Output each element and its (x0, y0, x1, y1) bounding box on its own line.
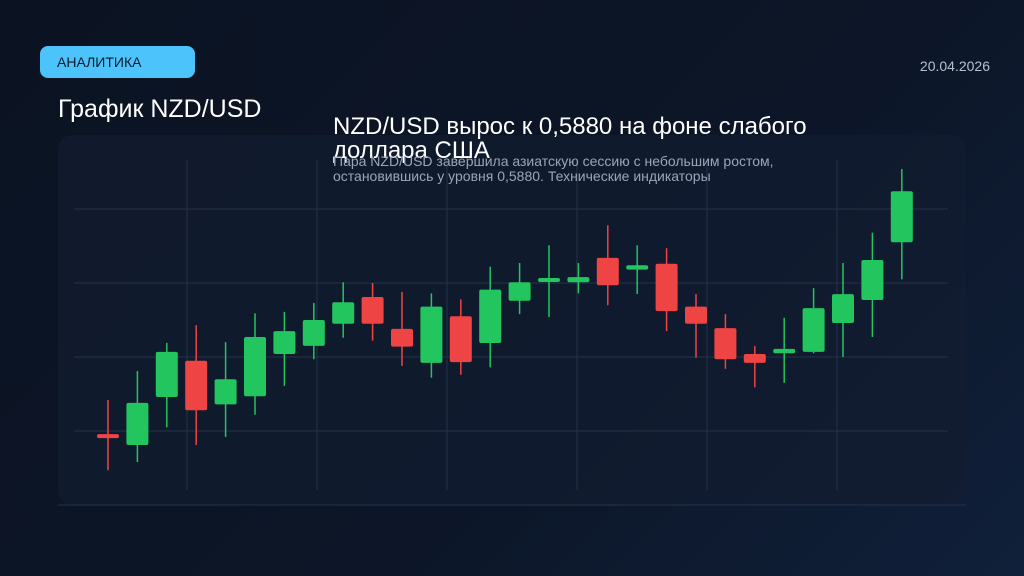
candle-body (126, 402, 149, 446)
candle-body (890, 191, 913, 243)
candle-body (302, 320, 325, 346)
candle-body (332, 302, 355, 324)
category-badge: АНАЛИТИКА (40, 46, 195, 78)
candle-body (655, 263, 678, 312)
candle-body (244, 337, 266, 397)
candle-body (214, 379, 237, 405)
candle-body (743, 354, 766, 363)
candle-body (449, 316, 472, 363)
date: 20.04.2026 (919, 58, 990, 74)
candle-body (626, 265, 649, 270)
candle-body (714, 328, 737, 360)
candle-body (185, 360, 208, 411)
candle-body (97, 434, 119, 439)
candle-body (273, 331, 296, 355)
vertical-grid (186, 160, 838, 490)
page-title: График NZD/USD (58, 95, 262, 123)
candle-body (420, 306, 443, 363)
candle-body (479, 289, 502, 343)
candle-body (596, 257, 619, 286)
candle-body (567, 277, 590, 283)
candle-body (773, 348, 796, 354)
candle-body (155, 351, 178, 397)
chart-panel (58, 135, 966, 505)
candle-body (685, 306, 707, 324)
description: Пара NZD/USD завершила азиатскую сессию … (333, 153, 774, 184)
candle-body (538, 278, 560, 283)
candle-body (832, 294, 854, 323)
candle-body (508, 282, 531, 301)
candle-body (802, 308, 825, 352)
candle-body (861, 260, 884, 301)
headline: NZD/USD вырос к 0,5880 на фоне слабого д… (333, 113, 807, 164)
candle-body (391, 328, 413, 347)
candle-body (361, 297, 384, 324)
